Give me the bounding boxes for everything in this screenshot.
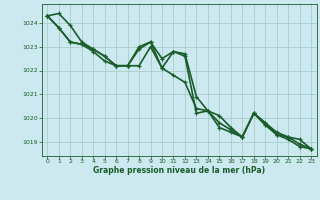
X-axis label: Graphe pression niveau de la mer (hPa): Graphe pression niveau de la mer (hPa) bbox=[93, 166, 265, 175]
